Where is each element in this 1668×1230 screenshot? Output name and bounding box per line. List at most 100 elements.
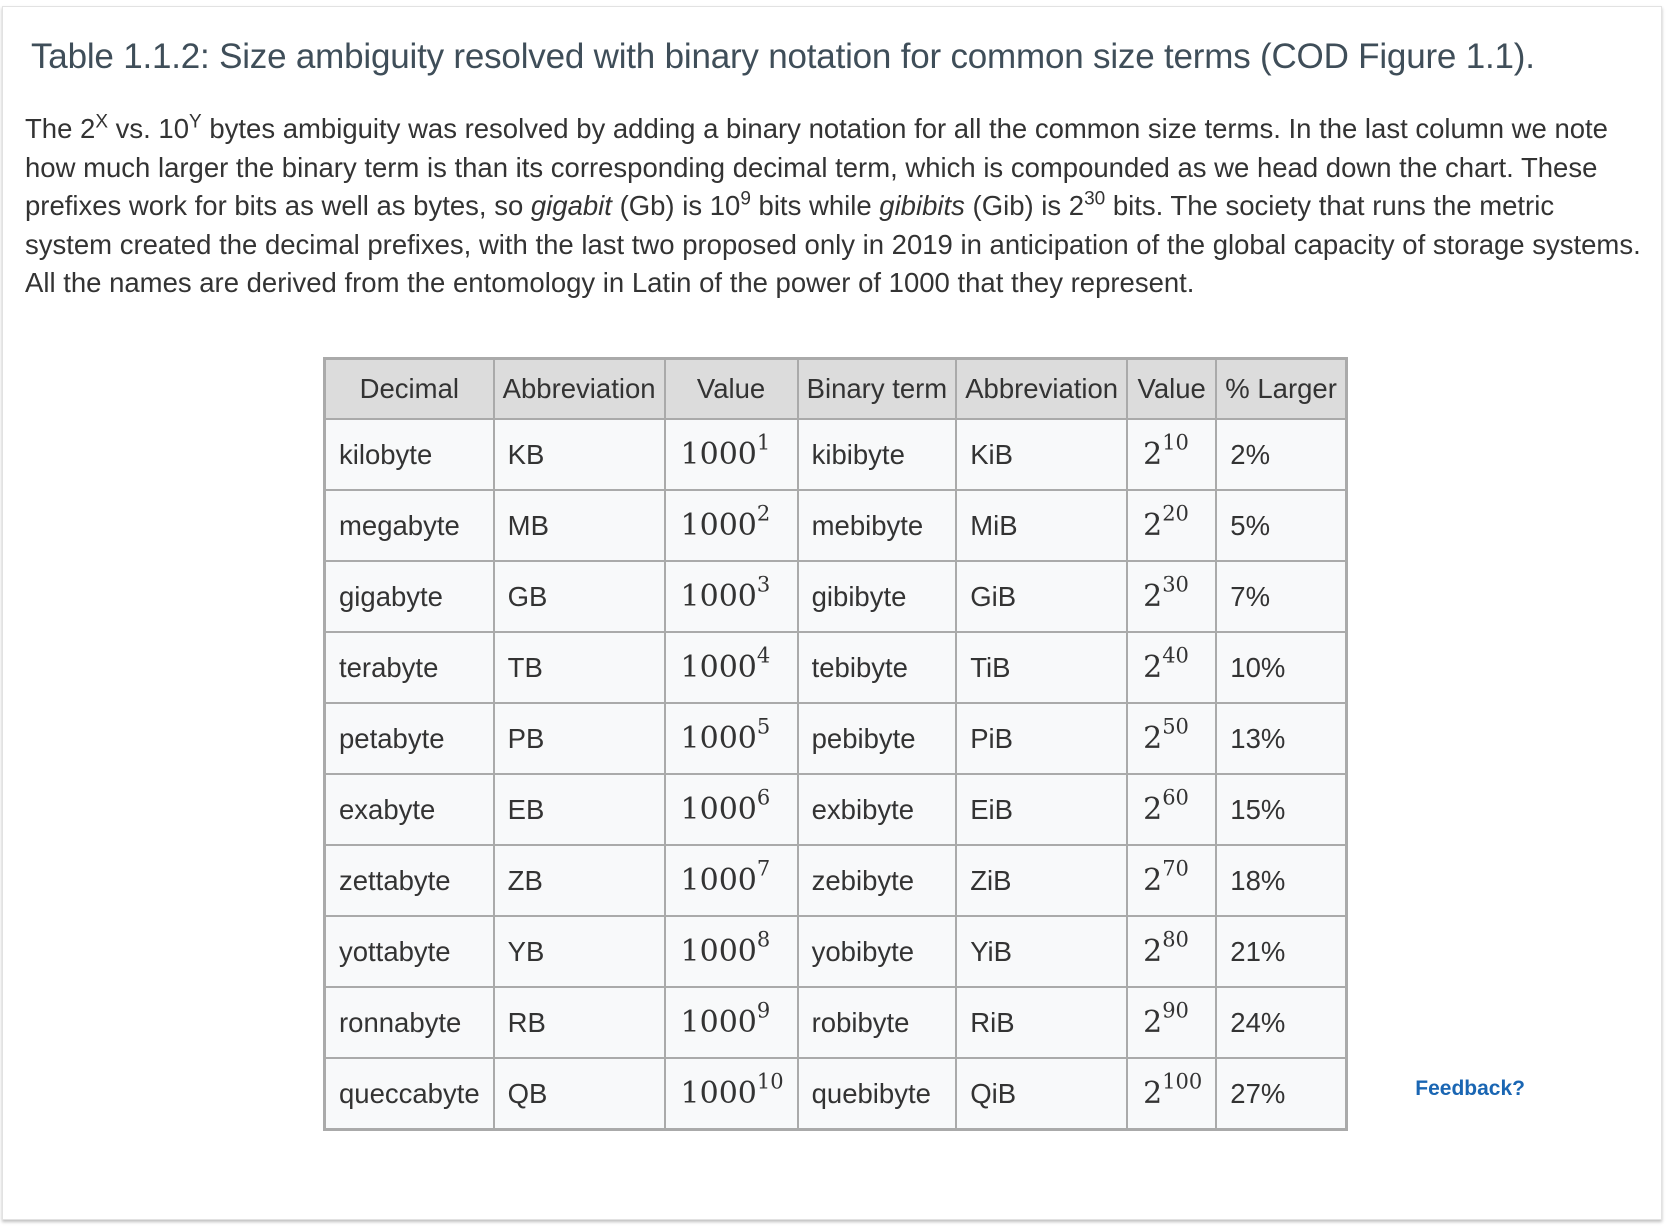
column-header-binary-abbreviation: Abbreviation	[955, 357, 1129, 420]
table-row: terabyte TB 10004 tebibyte TiB 240 10%	[323, 631, 1348, 704]
cell-binary-abbreviation: KiB	[955, 418, 1129, 491]
cell-abbreviation: YB	[492, 915, 666, 988]
cell-binary-abbreviation: EiB	[955, 773, 1129, 846]
table-header-row: Decimal Abbreviation Value Binary term A…	[323, 357, 1348, 420]
cell-value: 10009	[663, 986, 799, 1059]
value-exponent: 20	[1162, 501, 1189, 526]
value-exponent: 80	[1162, 927, 1189, 952]
cell-value: 10006	[663, 773, 799, 846]
caption-italic: gigabit	[530, 190, 612, 221]
value-exponent: 90	[1162, 998, 1189, 1023]
size-terms-table: Decimal Abbreviation Value Binary term A…	[323, 357, 1348, 1131]
value-exponent: 5	[756, 714, 771, 739]
table-row: queccabyte QB 100010 quebibyte QiB 2100 27%	[323, 1057, 1348, 1131]
value-exponent: 8	[756, 927, 771, 952]
value-base: 2	[1143, 1076, 1163, 1111]
cell-percent-larger: 27%	[1215, 1057, 1348, 1131]
value-base: 2	[1143, 579, 1163, 614]
value-base: 2	[1143, 721, 1163, 756]
cell-binary-term: zebibyte	[796, 844, 958, 917]
cell-binary-term: robibyte	[796, 986, 958, 1059]
column-header-decimal: Decimal	[323, 357, 495, 420]
cell-binary-term: tebibyte	[796, 631, 958, 704]
cell-binary-value: 250	[1126, 702, 1218, 775]
value-base: 1000	[680, 792, 757, 827]
cell-binary-term: exbibyte	[796, 773, 958, 846]
cell-abbreviation: TB	[492, 631, 666, 704]
value-exponent: 100	[1162, 1069, 1203, 1094]
table-row: megabyte MB 10002 mebibyte MiB 220 5%	[323, 489, 1348, 562]
caption-sup: 9	[740, 188, 751, 210]
cell-binary-value: 230	[1126, 560, 1218, 633]
column-header-binary-term: Binary term	[796, 357, 958, 420]
value-exponent: 9	[756, 998, 771, 1023]
cell-decimal: terabyte	[323, 631, 495, 704]
value-exponent: 4	[756, 643, 771, 668]
value-base: 1000	[680, 1005, 757, 1040]
cell-value: 10004	[663, 631, 799, 704]
table-header: Decimal Abbreviation Value Binary term A…	[323, 357, 1348, 420]
cell-binary-abbreviation: GiB	[955, 560, 1129, 633]
column-header-binary-value: Value	[1126, 357, 1218, 420]
column-header-percent-larger: % Larger	[1215, 357, 1348, 420]
column-header-value: Value	[663, 357, 799, 420]
cell-decimal: queccabyte	[323, 1057, 495, 1131]
cell-binary-abbreviation: PiB	[955, 702, 1129, 775]
value-exponent: 70	[1162, 856, 1189, 881]
caption-part: (Gib) is 2	[964, 190, 1085, 221]
column-header-abbreviation: Abbreviation	[492, 357, 666, 420]
cell-abbreviation: GB	[492, 560, 666, 633]
cell-value: 10003	[663, 560, 799, 633]
value-exponent: 30	[1162, 572, 1189, 597]
caption-sup: 30	[1084, 188, 1106, 210]
cell-binary-term: yobibyte	[796, 915, 958, 988]
cell-abbreviation: ZB	[492, 844, 666, 917]
cell-binary-value: 270	[1126, 844, 1218, 917]
cell-value: 10008	[663, 915, 799, 988]
cell-binary-value: 290	[1126, 986, 1218, 1059]
value-exponent: 60	[1162, 785, 1189, 810]
table-row: zettabyte ZB 10007 zebibyte ZiB 270 18%	[323, 844, 1348, 917]
cell-abbreviation: MB	[492, 489, 666, 562]
value-exponent: 6	[756, 785, 771, 810]
cell-binary-term: mebibyte	[796, 489, 958, 562]
table-container: Decimal Abbreviation Value Binary term A…	[323, 357, 1348, 1131]
value-base: 2	[1143, 508, 1163, 543]
cell-binary-term: pebibyte	[796, 702, 958, 775]
value-base: 2	[1143, 792, 1163, 827]
caption-italic: gibibits	[879, 190, 965, 221]
cell-binary-value: 260	[1126, 773, 1218, 846]
feedback-link[interactable]: Feedback?	[1415, 1077, 1525, 1100]
value-base: 2	[1143, 437, 1163, 472]
caption-sup: X	[95, 111, 109, 133]
content-card: Table 1.1.2: Size ambiguity resolved wit…	[2, 6, 1662, 1220]
cell-binary-term: quebibyte	[796, 1057, 958, 1131]
cell-binary-abbreviation: MiB	[955, 489, 1129, 562]
cell-binary-value: 240	[1126, 631, 1218, 704]
cell-percent-larger: 18%	[1215, 844, 1348, 917]
table-row: ronnabyte RB 10009 robibyte RiB 290 24%	[323, 986, 1348, 1059]
caption-sup: Y	[189, 111, 202, 133]
cell-binary-value: 210	[1126, 418, 1218, 491]
value-exponent: 3	[756, 572, 771, 597]
table-body: kilobyte KB 10001 kibibyte KiB 210 2% megabyte M…	[323, 418, 1348, 1131]
cell-percent-larger: 2%	[1215, 418, 1348, 491]
caption-part: (Gb) is 10	[611, 190, 741, 221]
caption-part: The 2	[25, 113, 96, 144]
cell-binary-abbreviation: TiB	[955, 631, 1129, 704]
value-base: 2	[1143, 650, 1163, 685]
value-base: 2	[1143, 934, 1163, 969]
cell-value: 10007	[663, 844, 799, 917]
cell-binary-abbreviation: RiB	[955, 986, 1129, 1059]
table-caption-text: The 2X vs. 10Y bytes ambiguity was resol…	[25, 110, 1645, 303]
table-row: kilobyte KB 10001 kibibyte KiB 210 2%	[323, 418, 1348, 491]
cell-decimal: kilobyte	[323, 418, 495, 491]
cell-abbreviation: QB	[492, 1057, 666, 1131]
value-base: 1000	[680, 437, 757, 472]
caption-part: bits while	[750, 190, 880, 221]
value-base: 1000	[680, 863, 757, 898]
cell-binary-value: 220	[1126, 489, 1218, 562]
cell-percent-larger: 15%	[1215, 773, 1348, 846]
table-row: gigabyte GB 10003 gibibyte GiB 230 7%	[323, 560, 1348, 633]
value-base: 1000	[680, 650, 757, 685]
